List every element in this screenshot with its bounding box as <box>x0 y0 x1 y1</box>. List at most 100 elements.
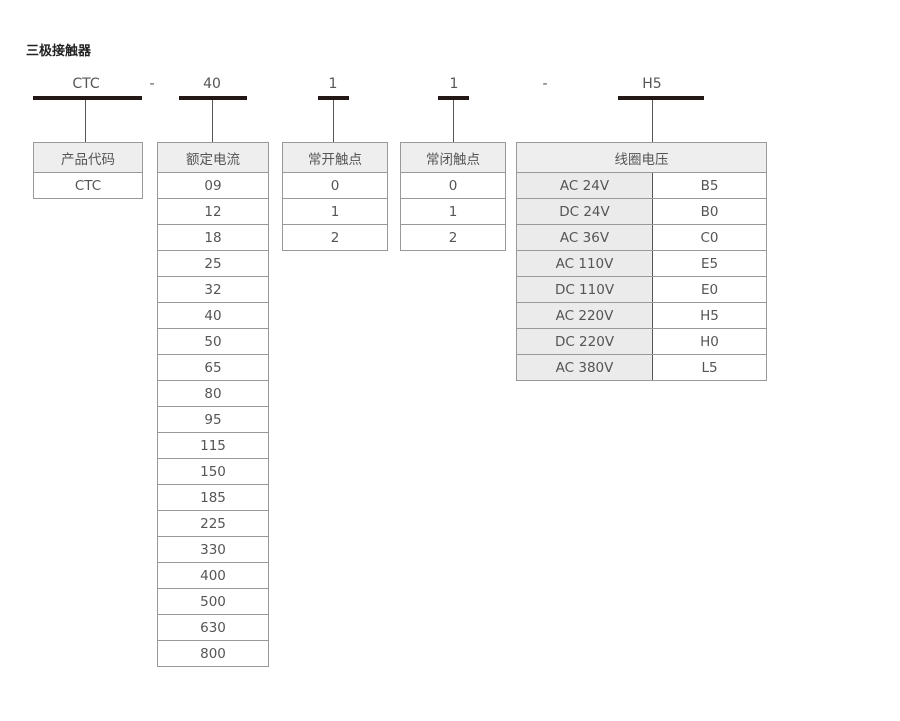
code-coil: H5 <box>642 76 662 92</box>
code-bar <box>618 96 704 100</box>
code-no-contacts: 1 <box>328 76 338 92</box>
table-cell: 630 <box>157 614 269 641</box>
code-bar <box>438 96 469 100</box>
table-cell: 80 <box>157 380 269 407</box>
table-cell: 95 <box>157 406 269 433</box>
connector-line <box>212 100 213 142</box>
table-cell: 330 <box>157 536 269 563</box>
table-row: 500 <box>157 588 269 615</box>
table-row: 115 <box>157 432 269 459</box>
table-cell: 500 <box>157 588 269 615</box>
table-cell: 40 <box>157 302 269 329</box>
table-row: DC 220V H0 <box>516 328 767 355</box>
code-cell: H0 <box>652 328 767 355</box>
table-row: 800 <box>157 640 269 667</box>
voltage-cell: DC 220V <box>516 328 653 355</box>
table-row: CTC <box>33 172 143 199</box>
table-row: AC 380V L5 <box>516 354 767 381</box>
table-row: 400 <box>157 562 269 589</box>
table-cell: 185 <box>157 484 269 511</box>
table-row: 225 <box>157 510 269 537</box>
code-bar <box>179 96 247 100</box>
code-nc-contacts: 1 <box>449 76 459 92</box>
table-row: 0 <box>282 172 388 199</box>
voltage-cell: DC 110V <box>516 276 653 303</box>
table-header: 常开触点 <box>282 142 388 173</box>
connector-line <box>85 100 86 142</box>
table-row: 630 <box>157 614 269 641</box>
table-row: DC 24V B0 <box>516 198 767 225</box>
connector-line <box>453 100 454 142</box>
table-cell: 09 <box>157 172 269 199</box>
table-row: 0 <box>400 172 506 199</box>
table-cell: 150 <box>157 458 269 485</box>
table-row: 50 <box>157 328 269 355</box>
table-row: 12 <box>157 198 269 225</box>
table-row: 330 <box>157 536 269 563</box>
table-cell: 12 <box>157 198 269 225</box>
table-row: 1 <box>400 198 506 225</box>
connector-line <box>333 100 334 142</box>
table-row: AC 36V C0 <box>516 224 767 251</box>
table-row: 09 <box>157 172 269 199</box>
code-cell: E5 <box>652 250 767 277</box>
code-cell: B5 <box>652 172 767 199</box>
table-row: 2 <box>282 224 388 251</box>
table-header: 额定电流 <box>157 142 269 173</box>
table-row: 40 <box>157 302 269 329</box>
table-row: 95 <box>157 406 269 433</box>
table-cell: 50 <box>157 328 269 355</box>
code-cell: H5 <box>652 302 767 329</box>
voltage-cell: AC 36V <box>516 224 653 251</box>
nc-contacts-table: 常闭触点 0 1 2 <box>400 142 506 251</box>
table-row: AC 24V B5 <box>516 172 767 199</box>
voltage-cell: AC 380V <box>516 354 653 381</box>
code-cell: E0 <box>652 276 767 303</box>
table-cell: 0 <box>400 172 506 199</box>
table-cell: 65 <box>157 354 269 381</box>
coil-voltage-table: 线圈电压 AC 24V B5 DC 24V B0 AC 36V C0 AC 110V E5 DC … <box>516 142 767 381</box>
table-cell: 18 <box>157 224 269 251</box>
page-title: 三极接触器 <box>26 44 92 59</box>
no-contacts-table: 常开触点 0 1 2 <box>282 142 388 251</box>
table-cell: 115 <box>157 432 269 459</box>
code-cell: L5 <box>652 354 767 381</box>
table-row: 185 <box>157 484 269 511</box>
code-product: CTC <box>72 76 100 92</box>
table-cell: 32 <box>157 276 269 303</box>
table-row: AC 220V H5 <box>516 302 767 329</box>
table-row: 18 <box>157 224 269 251</box>
code-separator: - <box>542 76 548 92</box>
table-header: 产品代码 <box>33 142 143 173</box>
voltage-cell: AC 110V <box>516 250 653 277</box>
table-cell: 25 <box>157 250 269 277</box>
table-header: 线圈电压 <box>516 142 767 173</box>
table-header: 常闭触点 <box>400 142 506 173</box>
table-cell: 400 <box>157 562 269 589</box>
table-cell: 0 <box>282 172 388 199</box>
voltage-cell: AC 220V <box>516 302 653 329</box>
voltage-cell: DC 24V <box>516 198 653 225</box>
table-row: 32 <box>157 276 269 303</box>
table-row: 150 <box>157 458 269 485</box>
table-cell: 225 <box>157 510 269 537</box>
code-separator: - <box>149 76 155 92</box>
table-cell: 1 <box>400 198 506 225</box>
table-row: AC 110V E5 <box>516 250 767 277</box>
table-cell: CTC <box>33 172 143 199</box>
voltage-cell: AC 24V <box>516 172 653 199</box>
table-row: 1 <box>282 198 388 225</box>
product-code-table: 产品代码 CTC <box>33 142 143 199</box>
table-cell: 800 <box>157 640 269 667</box>
table-row: 65 <box>157 354 269 381</box>
table-row: 2 <box>400 224 506 251</box>
table-cell: 2 <box>282 224 388 251</box>
table-row: DC 110V E0 <box>516 276 767 303</box>
code-bar <box>33 96 142 100</box>
table-cell: 2 <box>400 224 506 251</box>
code-current: 40 <box>203 76 221 92</box>
connector-line <box>652 100 653 142</box>
code-cell: C0 <box>652 224 767 251</box>
code-cell: B0 <box>652 198 767 225</box>
